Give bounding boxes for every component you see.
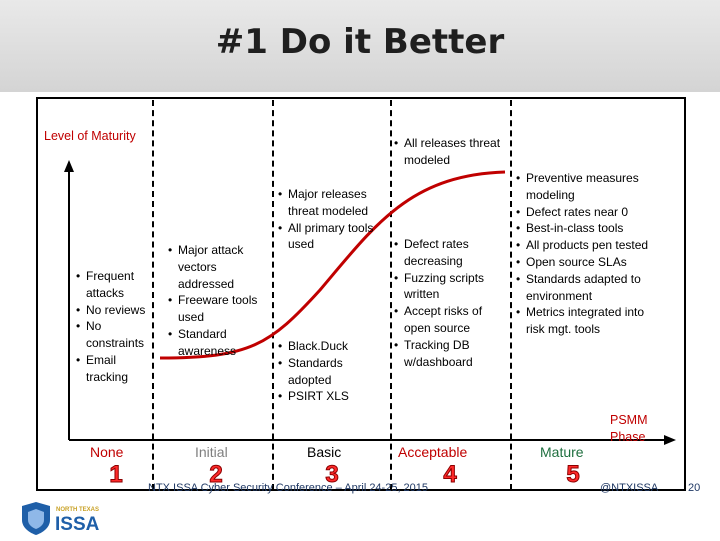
chart-frame <box>36 97 686 491</box>
list-item: Accept risks of open source <box>394 303 490 337</box>
list-item: Standard awareness <box>168 326 270 360</box>
stage-number-2: 2 <box>203 460 229 489</box>
stage-divider <box>272 100 274 490</box>
title-bar <box>0 0 720 92</box>
list-item: Major attack vectors addressed <box>168 242 270 292</box>
stage-number-text: 5 <box>566 461 579 486</box>
stage-label-initial: Initial <box>195 444 228 460</box>
list-item: Defect rates near 0 <box>516 204 656 221</box>
stage-number-5: 5 <box>560 460 586 489</box>
svg-text:NORTH TEXAS: NORTH TEXAS <box>56 507 99 513</box>
stage-label-mature: Mature <box>540 444 584 460</box>
stage-basic-lower-items: Black.Duck Standards adopted PSIRT XLS <box>278 338 378 405</box>
stage-label-acceptable: Acceptable <box>398 444 468 460</box>
issa-logo: NORTH TEXAS ISSA <box>18 500 110 536</box>
stage-acceptable-lower-items: Defect rates decreasing Fuzzing scripts … <box>394 236 490 370</box>
stage-divider <box>390 100 392 490</box>
stage-number-4: 4 <box>437 460 463 489</box>
stage-basic-upper-items: Major releases threat modeled All primar… <box>278 186 388 253</box>
list-item: PSIRT XLS <box>278 388 378 405</box>
stage-label-basic: Basic <box>307 444 342 460</box>
list-item: No reviews <box>76 302 156 319</box>
y-axis-arrow <box>64 160 74 172</box>
footer-handle: @NTXISSA <box>600 482 659 494</box>
list-item: Frequent attacks <box>76 268 156 302</box>
page-number: 20 <box>688 482 701 494</box>
list-item: Standards adopted <box>278 355 378 389</box>
list-item: Freeware tools used <box>168 292 270 326</box>
stage-number-text: 1 <box>109 461 122 486</box>
footer-conference: NTX ISSA Cyber Security Conference – Apr… <box>148 482 429 494</box>
phase-label: PSMM Phase <box>610 413 648 444</box>
list-item: All products pen tested <box>516 237 656 254</box>
list-item: Major releases threat modeled <box>278 186 388 220</box>
list-item: All releases threat modeled <box>394 135 502 169</box>
stage-label-none: None <box>90 444 124 460</box>
stage-initial-items: Major attack vectors addressed Freeware … <box>168 242 270 360</box>
stage-acceptable-upper-items: All releases threat modeled <box>394 135 502 169</box>
list-item: Defect rates decreasing <box>394 236 490 270</box>
list-item: Black.Duck <box>278 338 378 355</box>
x-axis-arrow <box>664 435 676 445</box>
list-item: Fuzzing scripts written <box>394 270 490 304</box>
shield-icon <box>22 502 50 535</box>
stage-number-3: 3 <box>319 460 345 489</box>
list-item: All primary tools used <box>278 220 388 254</box>
list-item: No constraints <box>76 318 156 352</box>
y-axis-label: Level of Maturity <box>44 129 136 143</box>
list-item: Tracking DB w/dashboard <box>394 337 490 371</box>
stage-mature-items: Preventive measures modeling Defect rate… <box>516 170 656 338</box>
stage-none-items: Frequent attacks No reviews No constrain… <box>76 268 156 386</box>
stage-number-1: 1 <box>103 460 129 489</box>
list-item: Email tracking <box>76 352 156 386</box>
list-item: Best-in-class tools <box>516 220 656 237</box>
slide-title: #1 Do it Better <box>215 22 505 62</box>
stage-number-text: 4 <box>443 461 457 486</box>
list-item: Open source SLAs <box>516 254 656 271</box>
list-item: Preventive measures modeling <box>516 170 656 204</box>
stage-number-text: 3 <box>325 461 338 486</box>
list-item: Metrics integrated into risk mgt. tools <box>516 304 656 338</box>
svg-text:ISSA: ISSA <box>55 514 100 535</box>
stage-number-text: 2 <box>209 461 222 486</box>
stage-divider <box>510 100 512 490</box>
list-item: Standards adapted to environment <box>516 271 656 305</box>
